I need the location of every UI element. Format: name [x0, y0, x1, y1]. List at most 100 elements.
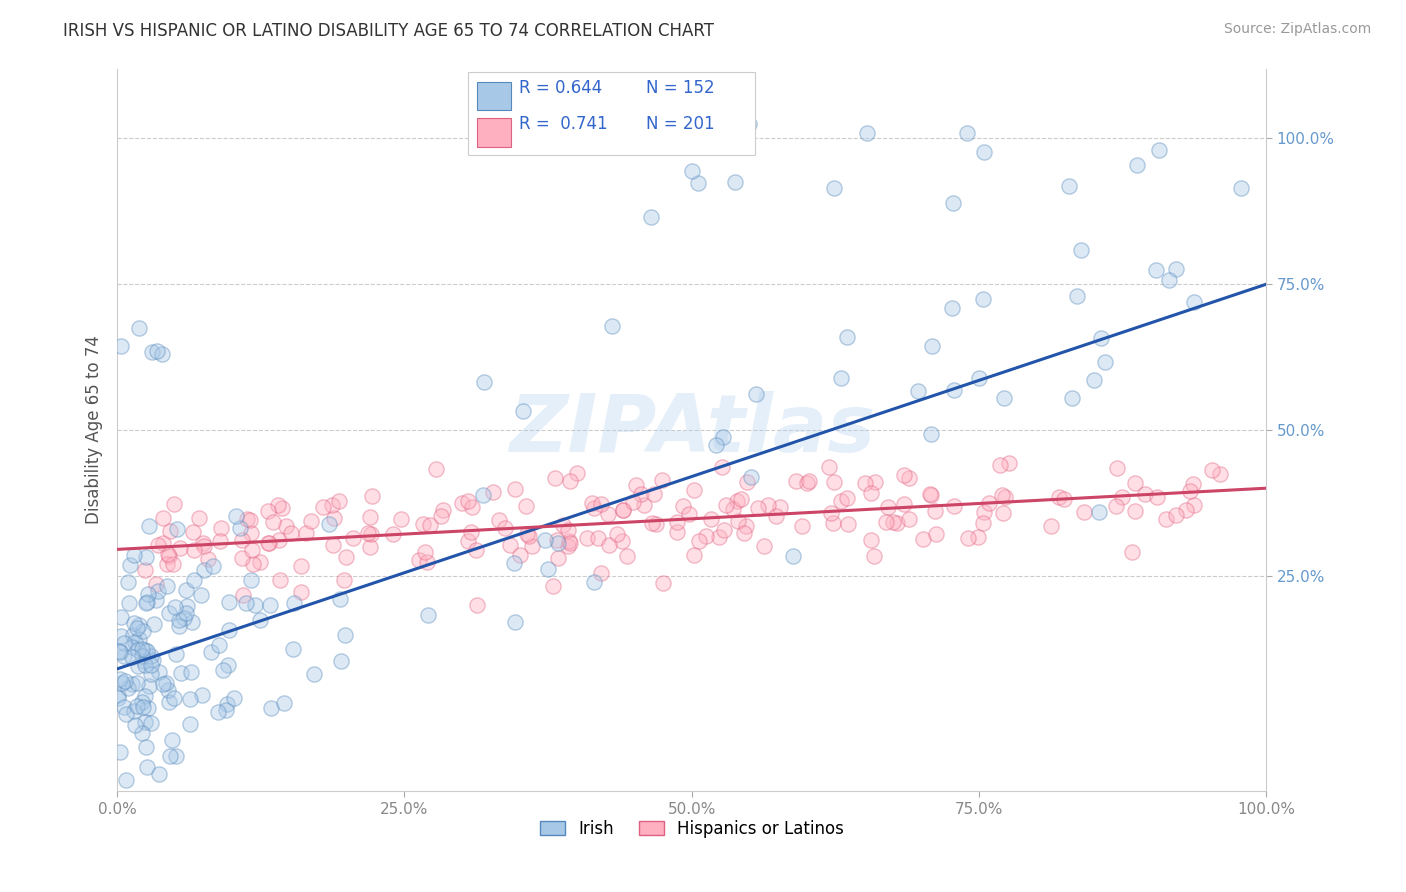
Point [148, 767, 170, 781]
Point [588, 531, 610, 545]
Point [515, 499, 537, 513]
Point [494, 521, 516, 535]
Point [472, 375, 495, 389]
Point [512, 403, 534, 417]
Point [209, 533, 232, 548]
Point [335, 628, 357, 642]
Point [332, 574, 354, 588]
Point [699, 512, 721, 526]
Point [1144, 263, 1167, 277]
Point [823, 475, 845, 489]
Point [110, 629, 132, 643]
FancyBboxPatch shape [477, 81, 512, 111]
Point [145, 344, 167, 359]
Point [730, 492, 752, 507]
Point [782, 549, 804, 563]
Point [596, 507, 619, 521]
Point [322, 511, 344, 525]
Point [537, 561, 560, 575]
Point [792, 518, 814, 533]
Point [118, 596, 141, 610]
Point [450, 496, 472, 510]
Point [859, 533, 882, 548]
Point [121, 628, 143, 642]
Point [557, 523, 579, 537]
Point [200, 645, 222, 659]
Point [979, 496, 1001, 510]
Point [956, 127, 979, 141]
Point [1121, 545, 1143, 559]
Point [465, 598, 488, 612]
Point [131, 648, 153, 663]
Point [1083, 373, 1105, 387]
Point [302, 667, 325, 681]
Point [322, 538, 344, 552]
Point [1062, 391, 1084, 405]
FancyBboxPatch shape [468, 72, 755, 155]
Point [1057, 178, 1080, 193]
Point [270, 501, 292, 516]
Point [141, 649, 163, 664]
Point [170, 665, 193, 680]
Point [897, 512, 920, 526]
Point [145, 592, 167, 607]
Point [124, 718, 146, 732]
Point [179, 692, 201, 706]
Point [1175, 502, 1198, 516]
Point [141, 666, 163, 681]
Point [558, 474, 581, 488]
Point [114, 706, 136, 721]
Point [117, 681, 139, 695]
Point [135, 595, 157, 609]
Point [681, 164, 703, 178]
Point [735, 475, 758, 490]
Point [124, 635, 146, 649]
Point [176, 606, 198, 620]
Point [713, 523, 735, 537]
Point [115, 772, 138, 787]
Point [257, 535, 280, 549]
Point [138, 679, 160, 693]
Point [733, 526, 755, 541]
Point [683, 483, 706, 498]
Point [145, 576, 167, 591]
Point [907, 384, 929, 399]
Point [557, 533, 579, 548]
Point [612, 502, 634, 516]
Point [259, 599, 281, 613]
Point [711, 429, 734, 443]
Point [134, 643, 156, 657]
Point [238, 513, 260, 527]
Point [600, 319, 623, 334]
Point [122, 548, 145, 562]
Point [942, 383, 965, 397]
Point [547, 536, 569, 550]
Point [509, 549, 531, 563]
Point [155, 675, 177, 690]
Text: N = 201: N = 201 [645, 115, 714, 134]
Point [359, 510, 381, 524]
Point [136, 644, 159, 658]
Point [817, 460, 839, 475]
Point [217, 697, 239, 711]
Point [425, 462, 447, 476]
Point [546, 533, 568, 547]
Point [114, 674, 136, 689]
Point [152, 535, 174, 549]
Point [169, 613, 191, 627]
Point [281, 642, 304, 657]
Point [118, 558, 141, 572]
Point [128, 632, 150, 646]
Point [704, 438, 727, 452]
Point [724, 175, 747, 189]
Point [1123, 476, 1146, 491]
Point [432, 503, 454, 517]
Point [457, 533, 479, 548]
Point [1201, 463, 1223, 477]
Point [606, 527, 628, 541]
Point [863, 549, 886, 563]
Point [897, 471, 920, 485]
Point [1090, 331, 1112, 345]
Point [875, 516, 897, 530]
Point [136, 700, 159, 714]
